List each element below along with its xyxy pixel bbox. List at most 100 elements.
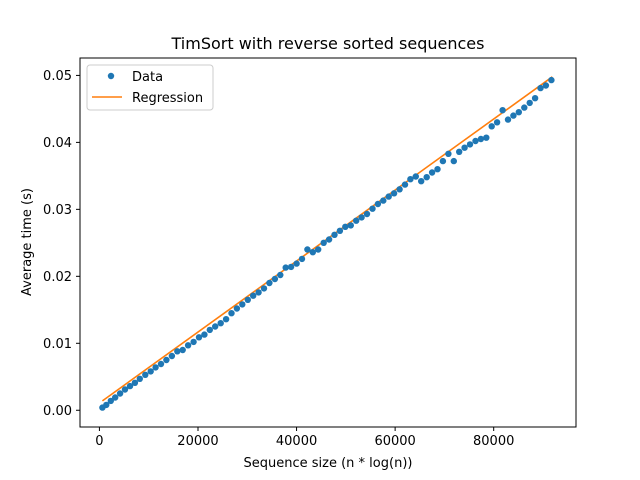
y-axis-label: Average time (s) <box>20 188 35 296</box>
data-point <box>116 390 124 397</box>
data-point <box>152 364 159 371</box>
data-point <box>488 123 495 130</box>
data-point <box>390 190 398 197</box>
data-point <box>423 174 430 181</box>
data-point <box>244 296 251 303</box>
data-point <box>342 223 349 230</box>
data-point <box>499 107 506 114</box>
data-point <box>336 227 344 234</box>
data-point <box>483 134 490 141</box>
data-point <box>401 181 409 188</box>
data-point <box>363 210 371 218</box>
data-point <box>233 305 241 312</box>
data-point <box>353 217 360 224</box>
y-axis-ticks: 0.00 0.01 0.02 0.03 0.04 0.05 <box>43 69 80 419</box>
data-point <box>531 95 539 102</box>
data-point <box>537 84 544 92</box>
data-point <box>190 338 197 346</box>
data-point <box>142 371 149 378</box>
data-point <box>477 135 485 143</box>
data-point <box>385 193 392 200</box>
data-point <box>293 260 300 267</box>
data-point <box>179 346 186 354</box>
data-point <box>126 382 134 390</box>
data-point <box>222 316 230 323</box>
data-point <box>450 157 457 165</box>
y-tick-label: 0.05 <box>43 69 72 84</box>
data-point <box>380 197 387 204</box>
data-point <box>493 119 501 126</box>
data-point <box>195 334 203 341</box>
data-point <box>266 279 273 287</box>
data-point <box>320 239 327 246</box>
data-point <box>217 320 224 327</box>
data-point <box>136 375 143 382</box>
x-axis-label: Sequence size (n * log(n)) <box>244 456 413 471</box>
data-point <box>282 264 289 271</box>
data-point <box>309 249 316 256</box>
data-point <box>228 310 235 317</box>
data-point <box>504 116 512 123</box>
data-point <box>107 397 115 405</box>
data-point <box>466 141 474 148</box>
y-tick-label: 0.00 <box>43 404 72 419</box>
data-point <box>510 112 517 119</box>
legend: Data Regression <box>86 64 214 111</box>
legend-label-data: Data <box>132 70 163 85</box>
x-tick-label: 80000 <box>473 434 514 449</box>
x-tick-label: 20000 <box>177 434 218 449</box>
data-point <box>515 109 522 116</box>
chart-title: TimSort with reverse sorted sequences <box>171 34 485 53</box>
data-point <box>277 271 284 279</box>
data-point <box>260 285 268 292</box>
data-point <box>287 263 295 271</box>
data-point <box>374 200 382 208</box>
data-point <box>298 255 306 263</box>
x-tick-label: 60000 <box>374 434 415 449</box>
data-point <box>147 368 154 375</box>
data-point <box>369 205 376 212</box>
data-point <box>396 186 403 193</box>
x-tick-label: 40000 <box>276 434 317 449</box>
y-tick-label: 0.01 <box>43 337 72 352</box>
data-point <box>542 82 550 89</box>
data-point <box>103 401 110 409</box>
data-point <box>434 166 441 173</box>
data-point <box>201 331 208 338</box>
data-point <box>439 157 447 165</box>
data-points <box>99 76 555 411</box>
data-point <box>304 246 311 253</box>
x-tick-label: 0 <box>95 434 103 449</box>
data-point <box>255 289 262 296</box>
data-point <box>331 231 338 238</box>
data-point <box>157 360 165 368</box>
plot-area <box>79 57 577 428</box>
data-point <box>163 356 170 364</box>
data-point <box>168 352 176 360</box>
data-point <box>239 301 246 308</box>
data-point <box>347 222 354 229</box>
data-point <box>112 394 119 401</box>
data-point <box>456 148 463 155</box>
y-tick-label: 0.03 <box>43 203 72 218</box>
data-point <box>526 99 533 107</box>
data-point <box>461 144 468 151</box>
data-point <box>445 150 452 157</box>
data-point <box>521 104 528 111</box>
data-point <box>271 275 279 283</box>
legend-data-marker <box>107 72 115 80</box>
data-point <box>358 214 365 221</box>
data-point <box>184 342 192 349</box>
y-tick-label: 0.04 <box>43 136 72 151</box>
data-point <box>250 292 257 299</box>
data-point <box>418 178 425 185</box>
data-point <box>428 169 436 176</box>
data-point <box>206 326 213 334</box>
data-point <box>212 323 219 330</box>
legend-label-regression: Regression <box>132 91 203 106</box>
data-point <box>131 379 139 386</box>
legend-box <box>86 64 214 111</box>
data-point <box>412 173 419 180</box>
y-tick-label: 0.02 <box>43 270 72 285</box>
